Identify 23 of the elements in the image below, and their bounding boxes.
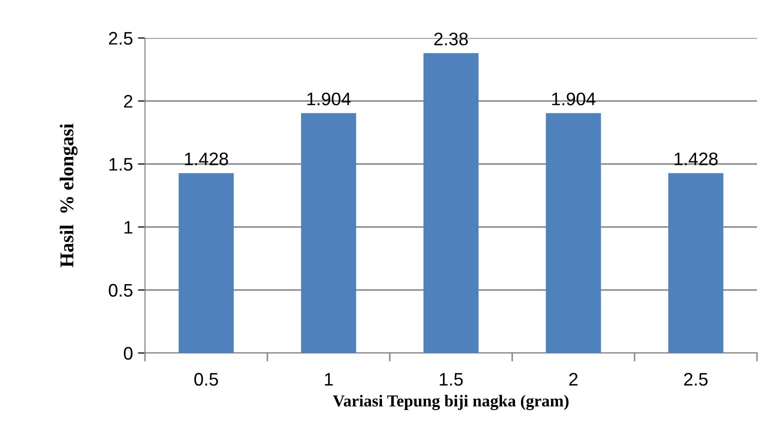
bar: [178, 173, 234, 353]
x-tick-label: 1: [324, 373, 333, 386]
y-tick-label: 0.5: [108, 284, 132, 297]
data-label: 2.38: [434, 32, 468, 46]
bar: [301, 113, 356, 353]
data-label: 1.904: [552, 92, 596, 106]
y-tick-label: 1.5: [109, 158, 132, 171]
data-label: 1.904: [307, 92, 351, 106]
y-tick-label: 2.5: [109, 32, 132, 45]
x-tick-label: 2.5: [684, 372, 708, 386]
bar: [546, 113, 601, 353]
y-tick-label: 2: [124, 94, 132, 108]
x-tick-label: 1.5: [440, 373, 463, 386]
bar: [668, 173, 724, 353]
data-label: 1.428: [184, 152, 228, 166]
x-axis-title: Variasi Tepung biji nagka (gram): [332, 394, 569, 410]
bar: [423, 53, 479, 353]
y-tick-label: 1: [124, 221, 132, 234]
x-tick-label: 0.5: [194, 372, 218, 386]
y-axis-title: Hasil % elongasi: [60, 124, 78, 268]
y-tick-label: 0: [124, 346, 132, 360]
x-tick-label: 2: [569, 372, 578, 386]
data-label: 1.428: [674, 152, 718, 166]
